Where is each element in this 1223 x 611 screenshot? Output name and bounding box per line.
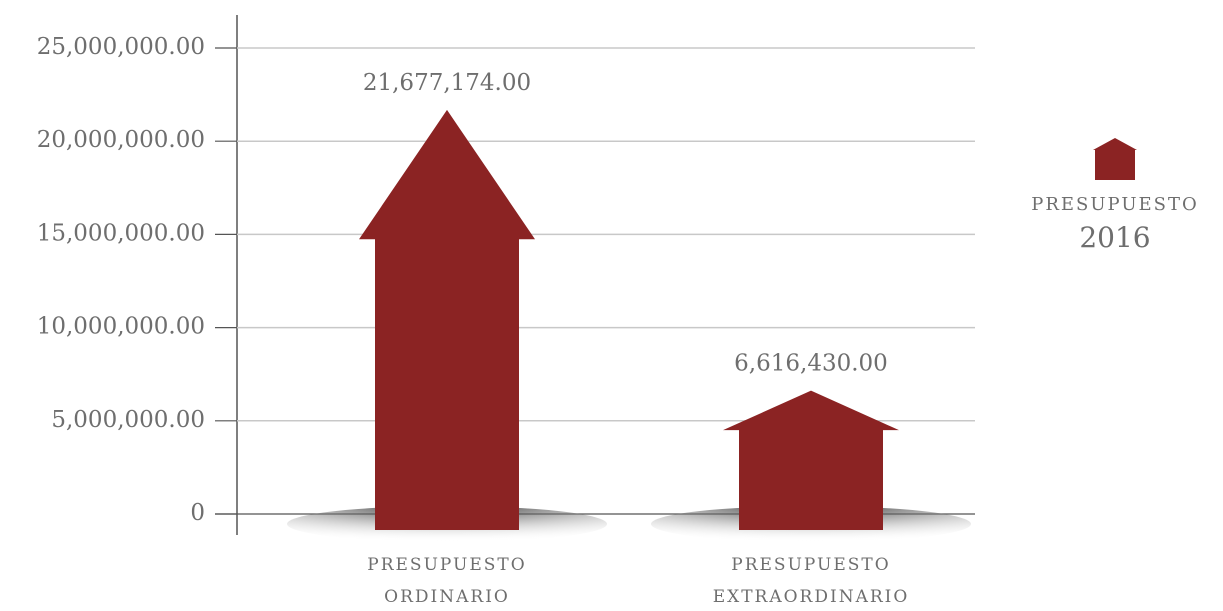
x-tick-label: PRESUPUESTO ORDINARIO [367, 555, 526, 607]
y-tick-label: 25,000,000.00 [37, 34, 205, 60]
bar [359, 109, 535, 531]
y-tick-label: 0 [190, 500, 205, 526]
value-label: 21,677,174.00 [363, 70, 531, 96]
y-tick-label: 15,000,000.00 [37, 220, 205, 246]
bar [723, 390, 899, 530]
legend-label: PRESUPUESTO 2016 [1031, 194, 1199, 254]
y-tick-label: 5,000,000.00 [51, 407, 205, 433]
legend-swatch [1093, 138, 1137, 180]
x-tick-label: PRESUPUESTO EXTRAORDINARIO [713, 555, 910, 607]
y-tick-label: 10,000,000.00 [37, 314, 205, 340]
y-tick-label: 20,000,000.00 [37, 127, 205, 153]
value-label: 6,616,430.00 [734, 351, 888, 377]
